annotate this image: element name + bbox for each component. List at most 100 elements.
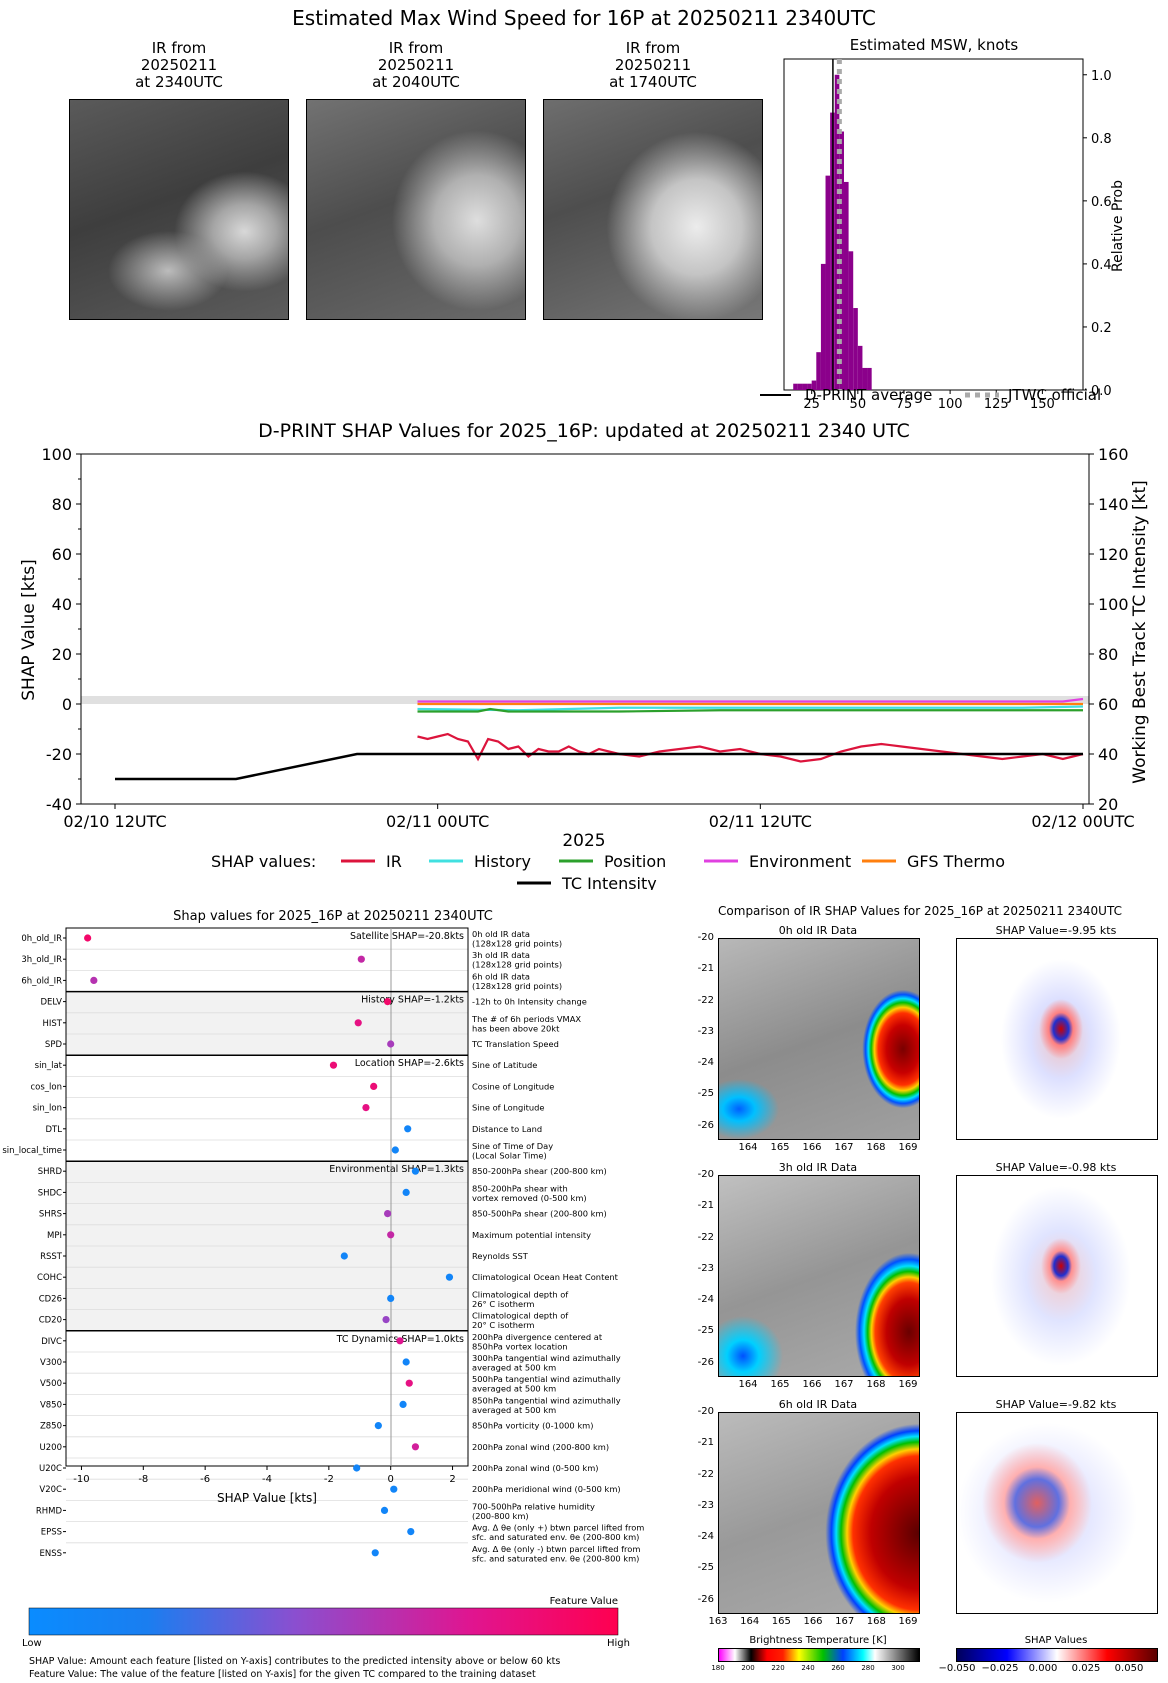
feat-name: EPSS: [41, 1528, 62, 1538]
ts-xlabel: 2025: [562, 831, 605, 851]
ts-right-tick-label: 120: [1098, 545, 1129, 564]
hist-bar: [802, 383, 808, 390]
top-title: Estimated Max Wind Speed for 16P at 2025…: [292, 6, 876, 30]
ts-left-tick-label: 60: [52, 545, 72, 564]
hist-bar: [816, 352, 821, 390]
hist-ytick-label: 0.4: [1091, 258, 1112, 273]
ts-x-tick-label: 02/12 00UTC: [1031, 812, 1134, 831]
feat-desc: averaged at 500 km: [472, 1363, 556, 1373]
ts-right-tick-label: 40: [1098, 745, 1118, 764]
cmp-xtick-label: 164: [740, 1616, 760, 1627]
feat-desc: vortex removed (0-500 km): [472, 1193, 587, 1203]
cmp-ytick-label: -24: [697, 1531, 714, 1542]
ts-left-tick-label: 20: [52, 645, 72, 664]
feat-name: 6h_old_IR: [21, 976, 62, 986]
cmp-ytick-label: -24: [697, 1057, 714, 1068]
feat-name: V300: [40, 1358, 62, 1368]
feat-desc: 500hPa tangential wind azimuthally: [472, 1374, 621, 1384]
cmp-shap-title-2: SHAP Value=-0.98 kts: [995, 1161, 1117, 1174]
feat-desc: Cosine of Longitude: [472, 1081, 554, 1091]
feat-desc: 26° C isotherm: [472, 1299, 534, 1309]
feat-name: sin_local_time: [2, 1146, 62, 1156]
feat-desc: TC Translation Speed: [471, 1039, 559, 1049]
feat-point: [402, 1358, 410, 1366]
feat-name: 0h_old_IR: [21, 934, 62, 944]
hist-xtick-label: 150: [1030, 397, 1055, 410]
feat-point: [370, 1082, 378, 1090]
series-line-position: [417, 707, 1083, 713]
feat-desc: 200hPa zonal wind (200-800 km): [472, 1442, 609, 1452]
legend-jtwc-label: JTWC official: [1007, 386, 1101, 404]
ts-right-tick-label: 160: [1098, 445, 1129, 464]
ir-image-1740utc: [543, 99, 763, 320]
hist-bar: [825, 175, 831, 390]
cmp-ir-title-1: 0h old IR Data: [778, 924, 858, 937]
sv-label: SHAP Values: [1024, 1635, 1088, 1646]
brightness-temperature-colorbar: [718, 1648, 920, 1662]
feat-name: V500: [40, 1379, 62, 1389]
cmp-ytick-label: -24: [697, 1294, 714, 1305]
feat-point: [407, 1528, 415, 1536]
feat-desc: 20° C isotherm: [472, 1320, 534, 1330]
feat-desc: Climatological Ocean Heat Content: [472, 1272, 619, 1282]
feat-point: [404, 1125, 412, 1133]
feat-point: [380, 1506, 389, 1514]
feat-note-1: SHAP Value: Amount each feature [listed …: [29, 1656, 560, 1667]
feat-name: SHRD: [38, 1167, 63, 1177]
cmp-ytick-label: -21: [697, 963, 714, 975]
cmp-ytick-label: -26: [697, 1593, 714, 1605]
feat-name: HIST: [43, 1019, 63, 1029]
feat-desc: 700-500hPa relative humidity: [472, 1501, 595, 1511]
cmp-xtick-label: 169: [898, 1616, 918, 1627]
series-line-environment: [417, 697, 1084, 703]
ir-panel-title-3: IR from 20250211 at 1740UTC: [609, 39, 697, 91]
feat-point: [445, 1273, 454, 1281]
sv-tick-label: 0.000: [1028, 1663, 1058, 1674]
ts-right-tick-label: 100: [1098, 595, 1129, 614]
cmp-xtick-label: 167: [835, 1616, 855, 1627]
cmp-title: Comparison of IR SHAP Values for 2025_16…: [718, 904, 1122, 918]
hist-bar: [797, 383, 803, 390]
feat-desc: Climatological depth of: [472, 1311, 569, 1321]
ts-left-tick-label: 80: [52, 495, 72, 514]
cmp-ytick-label: -21: [697, 1200, 714, 1212]
cmp-xtick-label: 165: [770, 1379, 790, 1390]
ts-x-tick-label: 02/11 12UTC: [709, 812, 812, 831]
cmp-ytick-label: -22: [697, 994, 714, 1006]
cmp-xtick-label: 165: [771, 1616, 791, 1627]
cmp-xtick-label: 166: [802, 1379, 822, 1390]
bt-tick-label: 300: [891, 1664, 905, 1672]
feat-name: SPD: [45, 1040, 63, 1050]
feat-name: cos_lon: [30, 1082, 62, 1092]
feat-name: CD26: [39, 1294, 62, 1304]
cmp-ytick-label: -25: [697, 1562, 714, 1574]
cmp-ytick-label: -25: [697, 1088, 714, 1100]
feat-name: U200: [40, 1443, 62, 1453]
feat-xlabel: SHAP Value [kts]: [217, 1491, 317, 1505]
feat-name: SHDC: [38, 1188, 62, 1198]
feat-point: [411, 1443, 420, 1451]
feat-desc: has been above 20kt: [472, 1023, 560, 1033]
bt-tick-label: 180: [711, 1664, 725, 1672]
cmp-xtick-label: 169: [898, 1379, 918, 1390]
feat-group-label: Satellite SHAP=-20.8kts: [350, 931, 464, 942]
shap-timeseries-chart: D-PRINT SHAP Values for 2025_16P: update…: [19, 420, 1150, 890]
feat-desc: Climatological depth of: [472, 1289, 569, 1299]
feat-name: RSST: [40, 1252, 63, 1262]
hist-bar: [857, 345, 863, 390]
cmp-ytick-label: -26: [697, 1356, 714, 1368]
feat-note-2: Feature Value: The value of the feature …: [29, 1669, 536, 1680]
ir-panel-title-1: IR from 20250211 at 2340UTC: [135, 39, 223, 91]
ts-right-tick-label: 20: [1098, 795, 1118, 814]
feat-desc: Distance to Land: [472, 1124, 542, 1134]
cmp-ytick-label: -23: [697, 1025, 714, 1037]
series-line-tc-intensity: [115, 752, 1083, 781]
cmp-shap-title-3: SHAP Value=-9.82 kts: [995, 1398, 1117, 1411]
cmp-ytick-label: -22: [697, 1468, 714, 1480]
colorbar-low: Low: [22, 1638, 42, 1649]
series-line-history: [417, 705, 1084, 712]
feat-xtick-label: -6: [200, 1474, 210, 1485]
feat-point: [84, 934, 92, 942]
feat-desc: 6h old IR data: [472, 971, 530, 981]
